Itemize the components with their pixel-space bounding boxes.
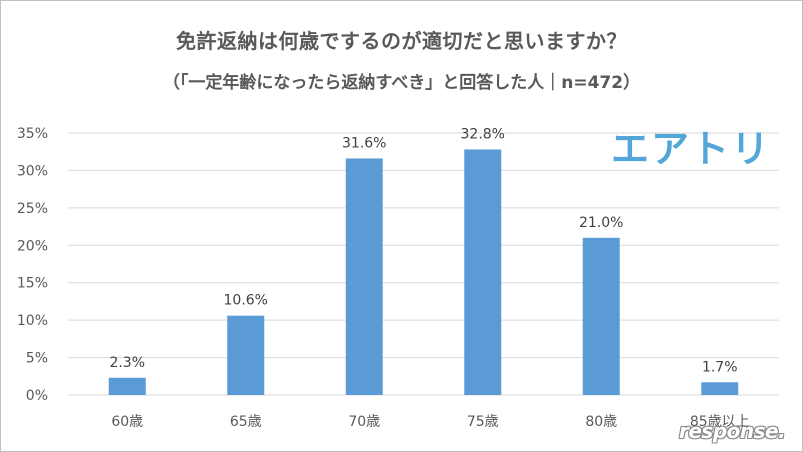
x-axis-ticks: 60歳 65歳 70歳 75歳 80歳 85歳以上 [111,414,749,430]
y-tick-label: 35% [17,126,48,142]
data-labels: 2.3% 10.6% 31.6% 32.8% 21.0% 1.7% [109,126,737,375]
bar [582,237,620,395]
bars [108,149,739,395]
y-tick-label: 0% [26,388,48,404]
y-tick-label: 5% [26,351,48,367]
x-tick-label: 85歳以上 [690,414,750,430]
data-label: 2.3% [109,355,145,371]
bar [345,158,383,395]
y-axis-ticks: 0% 5% 10% 15% 20% 25% 30% 35% [17,126,48,404]
data-label: 10.6% [224,293,268,309]
bar [227,315,265,395]
y-tick-label: 25% [17,201,48,217]
chart-title: 免許返納は何歳でするのが適切だと思いますか？ [176,29,627,53]
y-tick-label: 20% [17,238,48,254]
x-tick-label: 60歳 [111,414,143,430]
response-watermark: response. [679,419,786,443]
data-label: 31.6% [342,135,386,151]
airtrip-logo: エアトリ [611,127,772,171]
x-tick-label: 75歳 [467,414,499,430]
chart-subtitle: （「一定年齢になったら返納すべき」と回答した人｜n=472） [162,73,641,93]
x-tick-label: 65歳 [230,414,262,430]
x-tick-label: 70歳 [348,414,380,430]
bar [464,149,502,395]
bar [701,382,739,395]
data-label: 1.7% [702,359,738,375]
y-tick-label: 10% [17,313,48,329]
y-tick-label: 30% [17,163,48,179]
gridlines [68,132,779,396]
x-tick-label: 80歳 [585,414,617,430]
y-tick-label: 15% [17,276,48,292]
data-label: 32.8% [461,126,505,142]
data-label: 21.0% [579,215,623,231]
bar [108,377,146,395]
